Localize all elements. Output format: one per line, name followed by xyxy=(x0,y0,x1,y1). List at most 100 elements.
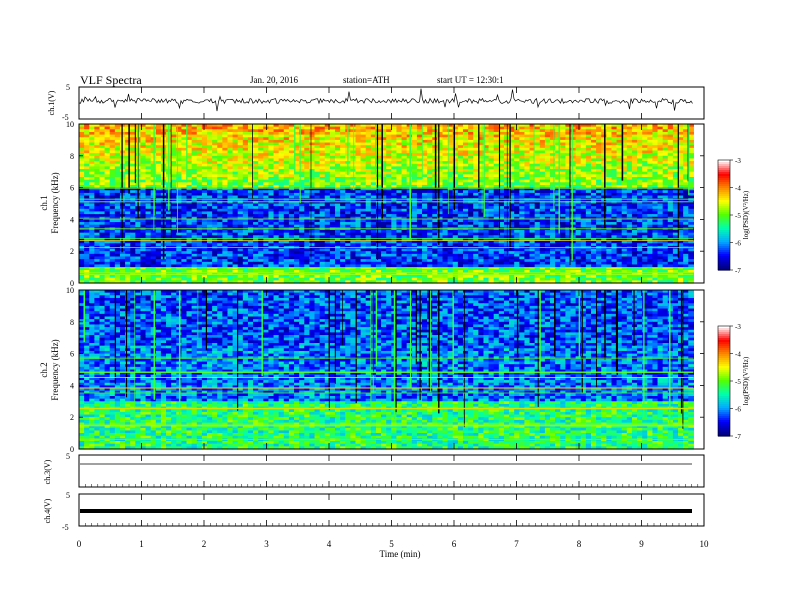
ch1-spectrogram-cell xyxy=(473,163,479,167)
ch1-spectrogram-cell xyxy=(611,203,618,207)
ch1-spectrogram-cell xyxy=(626,142,633,146)
ch1-spectrogram-cell xyxy=(570,222,577,226)
ch1-spectrogram-cell xyxy=(391,179,398,183)
ch1-spectrogram-cell xyxy=(340,200,346,205)
ch1-spectrogram-cell xyxy=(79,145,85,149)
ch1-spectrogram-cell xyxy=(263,219,270,223)
ch1-spectrogram-cell xyxy=(657,126,664,130)
ch1-spectrogram-cell xyxy=(79,203,85,207)
ch1-spectrogram-cell xyxy=(447,124,454,128)
ch1-spectrogram-cell xyxy=(84,161,90,165)
ch1-spectrogram-cell xyxy=(309,166,316,170)
ch1-spectrogram-cell xyxy=(273,179,280,183)
ch1-spectrogram-cell xyxy=(488,129,495,133)
ch1-spectrogram-cell xyxy=(176,129,182,133)
ch1-spectrogram-cell xyxy=(442,182,449,186)
ch1-spectrogram-cell xyxy=(206,182,213,186)
ch1-spectrogram-cell xyxy=(442,216,449,220)
ch1-spectrogram-cell xyxy=(84,166,90,170)
ch1-spectrogram-cell xyxy=(555,129,561,133)
ch1-spectrogram-cell xyxy=(155,214,162,218)
ch1-spectrogram-cell xyxy=(555,163,561,167)
ch1-spectrogram-cell xyxy=(683,208,689,213)
ch1-spectrogram-cell xyxy=(534,131,541,136)
ch1-spectrogram-cell xyxy=(488,145,495,149)
ch1-spectrogram-cell xyxy=(253,169,259,173)
ch1-spectrogram-cell xyxy=(422,129,428,133)
ch1-spectrogram-cell xyxy=(667,184,674,189)
ch1-spectrogram-cell xyxy=(381,192,387,197)
ch1-spectrogram-cell xyxy=(688,129,694,133)
ch1-spectrogram-cell xyxy=(462,214,469,218)
ch1-spectrogram-cell xyxy=(114,142,121,146)
ch1-spectrogram-cell xyxy=(452,145,459,149)
ch1-spectrogram-cell xyxy=(560,126,566,130)
ch1-spectrogram-cell xyxy=(539,187,546,191)
ch1-spectrogram-cell xyxy=(345,192,351,197)
ch1-spectrogram-cell xyxy=(212,222,218,226)
ch1-spectrogram-cell xyxy=(452,182,459,186)
ch1-spectrogram-cell xyxy=(544,155,551,160)
ch1-spectrogram-cell xyxy=(324,198,331,202)
ch1-spectrogram-cell xyxy=(253,192,259,197)
ch1-spectrogram-cell xyxy=(626,222,633,226)
ch1-spectrogram-cell xyxy=(263,158,270,162)
ch1-spectrogram-cell xyxy=(345,216,351,220)
ch1-spectrogram-cell xyxy=(468,153,474,157)
ch1-spectrogram-cell xyxy=(503,177,510,181)
ch1-spectrogram-cell xyxy=(631,214,638,218)
ch1-spectrogram-cell xyxy=(360,129,367,133)
ch1-spectrogram-cell xyxy=(396,166,403,170)
ch1-spectrogram-cell xyxy=(683,145,689,149)
ch1-spectrogram-cell xyxy=(483,129,490,133)
ch1-spectrogram-cell xyxy=(473,187,479,191)
ch1-spectrogram-cell xyxy=(678,158,684,162)
ch1-spectrogram-cell xyxy=(186,214,193,218)
ch1-spectrogram-cell xyxy=(529,190,536,194)
ch1-spectrogram-cell xyxy=(473,230,479,234)
ch1-spectrogram-cell xyxy=(647,158,654,162)
ch1-spectrogram-cell xyxy=(140,161,147,165)
ch1-spectrogram-cell xyxy=(478,155,485,160)
ch1-spectrogram-cell xyxy=(176,184,182,189)
ch1-spectrogram-cell xyxy=(437,177,444,181)
ch1-spectrogram-cell xyxy=(360,219,367,223)
ch1-spectrogram-cell xyxy=(411,206,418,210)
ch1-spectrogram-cell xyxy=(683,131,689,136)
ch1-spectrogram-cell xyxy=(519,134,526,138)
ch1-spectrogram-cell xyxy=(493,131,500,136)
ch1-spectrogram-cell xyxy=(222,184,229,189)
ch1-spectrogram-cell xyxy=(340,129,346,133)
ch1-spectrogram-cell xyxy=(626,166,633,170)
ch1-spectrogram-cell xyxy=(427,230,433,234)
ch1-spectrogram-cell xyxy=(611,166,618,170)
ch1-spectrogram-cell xyxy=(227,163,234,167)
ch1-spectrogram-cell xyxy=(89,171,95,175)
ch1-spectrogram-cell xyxy=(196,155,203,160)
ch1-spectrogram-cell xyxy=(483,190,490,194)
ch1-spectrogram-cell xyxy=(222,200,229,205)
ch1-spectrogram-cell xyxy=(657,145,664,149)
ch1-spectrogram-cell xyxy=(667,142,674,146)
ch1-spectrogram-cell xyxy=(626,182,633,186)
ch1-spectrogram-cell xyxy=(375,171,382,175)
ch1-spectrogram-cell xyxy=(206,129,213,133)
ch1-spectrogram-cell xyxy=(570,163,577,167)
ch1-spectrogram-cell xyxy=(519,208,526,213)
ch1-spectrogram-cell xyxy=(683,153,689,157)
ch1-spectrogram-cell xyxy=(217,126,223,130)
ch1-spectrogram-cell xyxy=(606,206,613,210)
ch1-spectrogram-cell xyxy=(488,211,495,215)
ch1-spectrogram-cell xyxy=(217,184,223,189)
ch1-spectrogram-cell xyxy=(611,145,618,149)
ch1-spectrogram-cell xyxy=(109,124,116,128)
ch1-spectrogram-cell xyxy=(442,163,449,167)
ch1-spectrogram-cell xyxy=(114,129,121,133)
ch1-spectrogram-cell xyxy=(432,214,438,218)
ch1-spectrogram-cell xyxy=(176,137,182,141)
ch1-spectrogram-cell xyxy=(570,171,577,175)
ch1-spectrogram-cell xyxy=(370,174,377,178)
ch1-spectrogram-cell xyxy=(288,153,295,157)
ch1-spectrogram-cell xyxy=(304,182,310,186)
ch1-spectrogram-cell xyxy=(498,214,505,218)
